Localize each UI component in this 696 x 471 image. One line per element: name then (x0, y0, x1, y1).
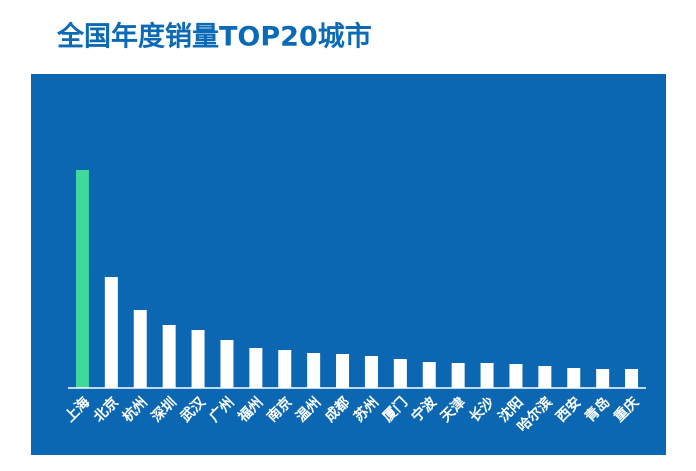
bar (75, 170, 89, 388)
bar (422, 362, 436, 388)
bar (451, 363, 465, 388)
plot-background (31, 74, 666, 455)
bar (104, 277, 118, 388)
bar (133, 310, 147, 388)
bar (480, 363, 494, 388)
bar (393, 359, 407, 388)
bar (191, 330, 205, 388)
bar (625, 369, 639, 388)
bar (278, 350, 292, 388)
bar (567, 368, 581, 388)
bar (249, 348, 263, 388)
bar (538, 366, 552, 388)
bar (509, 364, 523, 388)
bar (220, 340, 234, 388)
bar (596, 369, 610, 388)
chart-title: 全国年度销量TOP20城市 (56, 21, 372, 53)
bar (364, 356, 378, 388)
bar (162, 325, 176, 388)
bar (307, 353, 321, 388)
bar (336, 354, 350, 388)
